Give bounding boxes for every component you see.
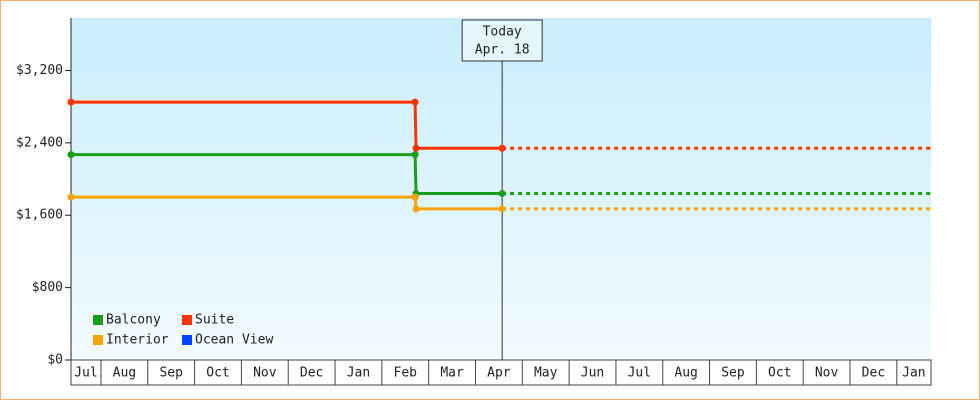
legend-swatch [93, 315, 103, 325]
x-tick-label: Feb [394, 366, 418, 381]
legend-swatch [182, 335, 192, 345]
y-tick-label: $2,400 [16, 135, 63, 150]
y-tick-label: $0 [47, 353, 63, 368]
y-tick-label: $3,200 [16, 63, 63, 78]
legend-label: Ocean View [195, 333, 273, 348]
price-point [411, 151, 419, 159]
price-point [67, 98, 75, 106]
price-point [67, 193, 75, 201]
x-tick-label: Dec [300, 366, 323, 381]
x-tick-label: Jun [581, 366, 604, 381]
today-title: Today [483, 25, 522, 40]
legend-label: Balcony [106, 313, 161, 328]
price-line [71, 195, 503, 211]
price-point [412, 144, 420, 152]
x-tick-label: Nov [253, 366, 277, 381]
x-tick-label: Sep [159, 366, 183, 381]
legend-label: Suite [195, 313, 234, 328]
price-point [411, 193, 419, 201]
price-point [498, 190, 506, 198]
today-box [461, 19, 543, 62]
price-point [67, 151, 75, 159]
price-point [498, 144, 506, 152]
x-tick-label: Nov [815, 366, 839, 381]
x-tick-label: May [534, 366, 558, 381]
y-tick-label: $800 [32, 280, 63, 295]
x-axis-band [70, 359, 932, 386]
x-tick-label: Aug [113, 366, 136, 381]
price-point [498, 205, 506, 213]
plot-area [71, 18, 931, 360]
y-tick-label: $1,600 [16, 208, 63, 223]
x-tick-label: Oct [206, 366, 229, 381]
price-line [71, 153, 503, 196]
x-tick-label: Sep [721, 366, 745, 381]
legend-swatch [93, 335, 103, 345]
x-tick-label: Oct [768, 366, 791, 381]
x-tick-label: Aug [674, 366, 697, 381]
legend-label: Interior [106, 333, 169, 348]
price-point [411, 98, 419, 106]
x-tick-label: Jul [628, 366, 651, 381]
x-tick-label: Mar [440, 366, 464, 381]
today-date: Apr. 18 [475, 43, 530, 58]
price-point [412, 205, 420, 213]
x-tick-label: Jan [347, 366, 370, 381]
x-tick-label: Jan [902, 366, 925, 381]
legend-swatch [182, 315, 192, 325]
price-line [71, 100, 503, 150]
x-tick-label: Dec [862, 366, 885, 381]
x-tick-label: Jul [74, 366, 97, 381]
x-tick-label: Apr [487, 366, 511, 381]
